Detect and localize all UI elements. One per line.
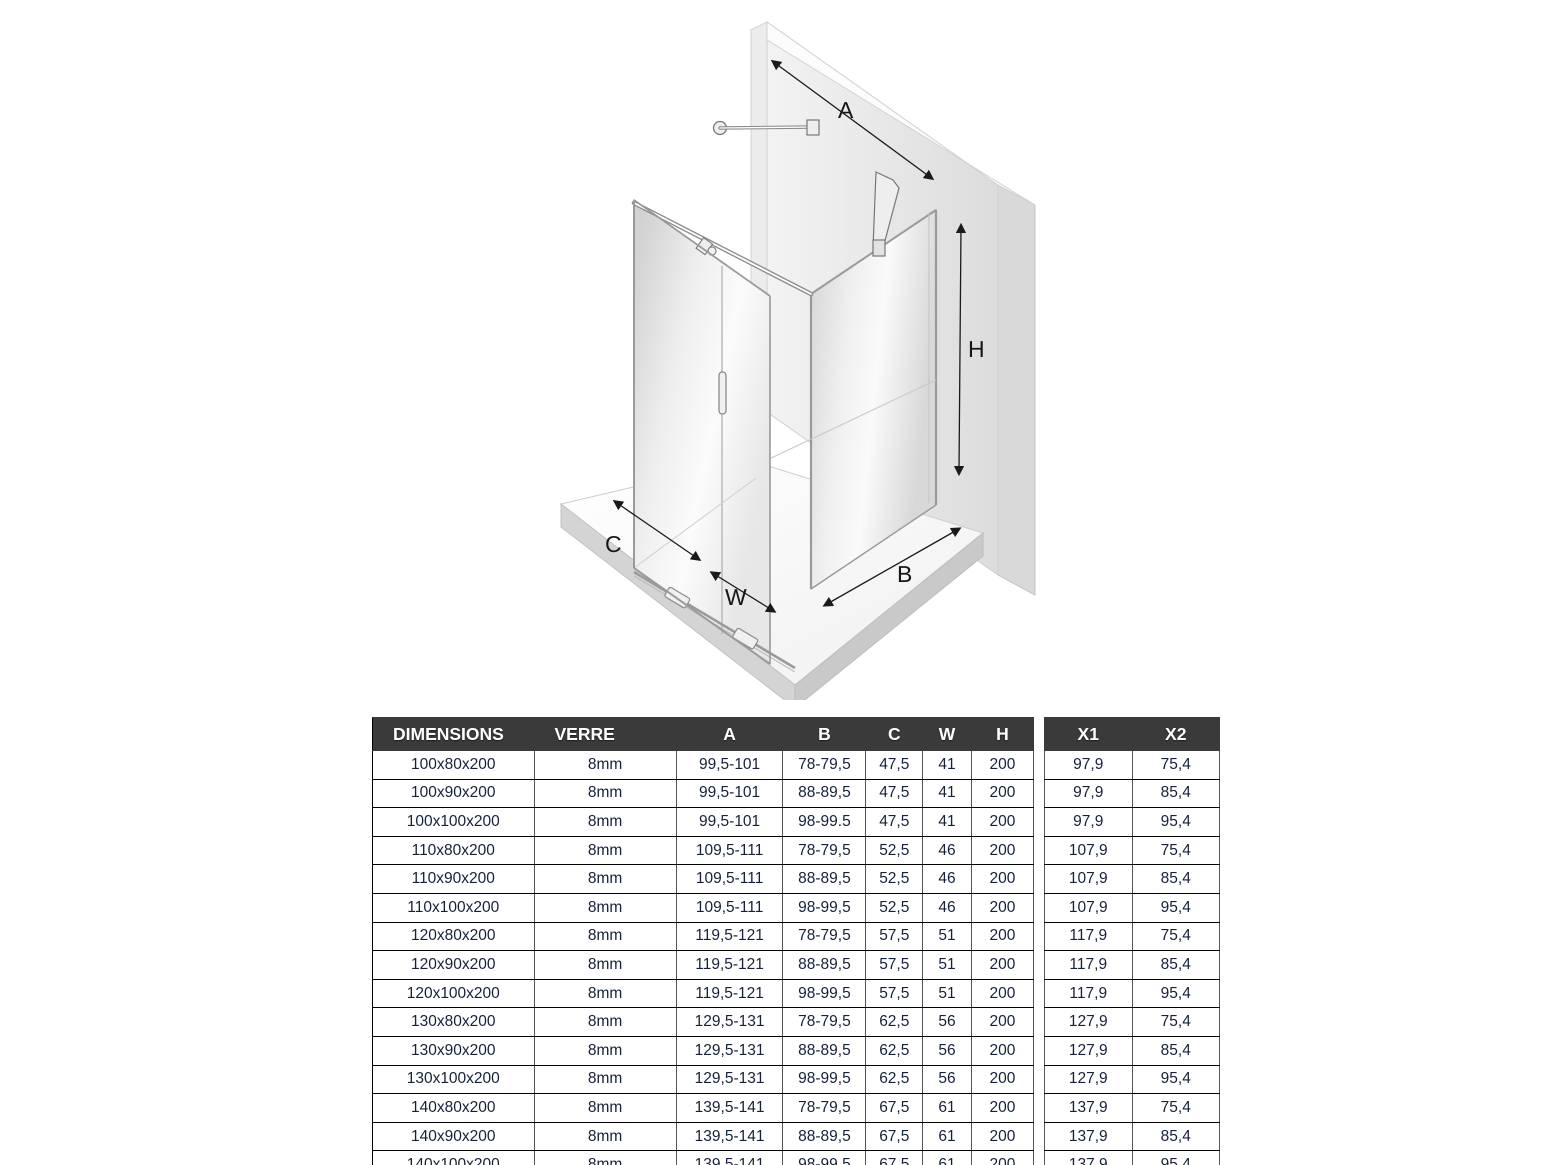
svg-text:H: H xyxy=(968,336,985,362)
svg-text:C: C xyxy=(605,531,622,557)
svg-text:B: B xyxy=(897,561,912,587)
svg-text:A: A xyxy=(838,97,854,123)
svg-text:W: W xyxy=(725,584,747,610)
